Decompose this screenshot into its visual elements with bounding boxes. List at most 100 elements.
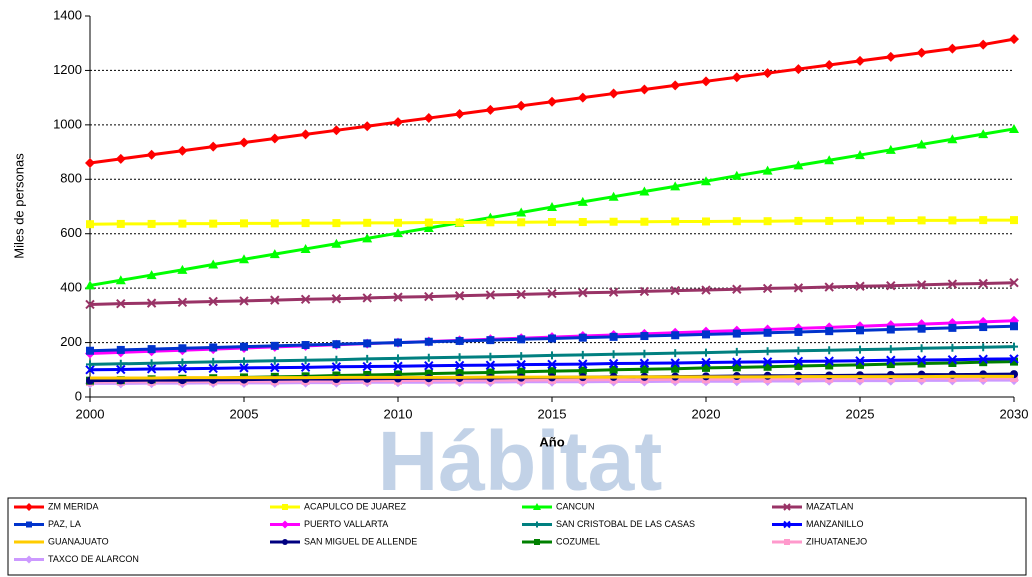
marker	[702, 363, 710, 372]
marker	[917, 216, 926, 225]
marker	[331, 125, 342, 136]
marker	[332, 219, 341, 228]
marker	[732, 347, 741, 356]
x-tick-label: 2030	[1000, 406, 1029, 421]
marker	[517, 218, 526, 227]
marker	[454, 360, 465, 371]
marker	[424, 291, 434, 302]
marker	[208, 296, 218, 307]
marker	[548, 351, 556, 360]
x-tick-label: 2025	[846, 406, 875, 421]
marker	[146, 149, 157, 160]
marker	[762, 68, 773, 79]
marker	[270, 219, 279, 228]
marker	[793, 160, 804, 170]
marker	[423, 222, 434, 232]
x-tick-label: 2020	[692, 406, 721, 421]
marker	[793, 356, 804, 367]
marker	[331, 238, 342, 248]
marker	[548, 367, 556, 376]
x-tick-label: 2015	[538, 406, 567, 421]
marker	[86, 220, 94, 229]
legend-label: MANZANILLO	[806, 519, 864, 529]
marker	[147, 359, 156, 368]
marker	[886, 345, 895, 354]
marker	[670, 181, 681, 191]
marker	[455, 336, 464, 345]
marker	[731, 170, 742, 180]
marker	[300, 294, 311, 305]
marker	[917, 344, 926, 353]
marker	[208, 141, 219, 152]
marker	[240, 357, 248, 366]
marker	[363, 354, 372, 363]
marker	[533, 503, 541, 510]
y-tick-label: 400	[60, 280, 82, 295]
marker	[948, 358, 957, 367]
marker	[177, 264, 188, 274]
marker	[671, 349, 680, 358]
marker	[948, 323, 957, 332]
marker	[825, 216, 834, 225]
marker	[1010, 216, 1018, 225]
marker	[146, 270, 157, 280]
legend-label: SAN CRISTOBAL DE LAS CASAS	[556, 519, 695, 529]
marker	[762, 357, 773, 367]
marker	[240, 219, 248, 228]
marker	[208, 363, 218, 374]
marker	[300, 129, 311, 140]
marker	[423, 113, 434, 124]
legend-label: ZIHUATANEJO	[806, 536, 867, 546]
marker	[639, 186, 650, 196]
marker	[732, 217, 741, 226]
marker	[85, 157, 95, 168]
y-tick-label: 600	[60, 225, 82, 240]
marker	[578, 333, 587, 342]
marker	[393, 117, 403, 128]
marker	[1009, 354, 1019, 364]
x-tick-label: 2010	[384, 406, 413, 421]
marker	[332, 340, 341, 349]
marker	[301, 219, 310, 228]
marker	[393, 228, 403, 238]
legend-label: PAZ, LA	[48, 519, 81, 529]
marker	[640, 332, 649, 341]
marker	[116, 359, 125, 368]
marker	[671, 364, 680, 373]
marker	[300, 243, 311, 253]
marker	[394, 370, 402, 379]
marker	[547, 202, 557, 212]
y-tick-label: 1200	[53, 62, 82, 77]
y-axis-label: Miles de personas	[11, 153, 26, 259]
marker	[178, 358, 187, 367]
marker	[331, 362, 342, 372]
marker	[301, 356, 310, 365]
marker	[424, 337, 433, 346]
marker	[26, 521, 32, 528]
marker	[115, 275, 126, 285]
marker	[701, 176, 711, 186]
marker	[825, 346, 834, 355]
marker	[454, 291, 465, 301]
marker	[671, 331, 680, 340]
marker	[516, 207, 527, 217]
marker	[794, 346, 803, 355]
marker	[455, 218, 464, 227]
marker	[394, 354, 402, 363]
marker	[362, 233, 373, 243]
marker	[393, 361, 403, 371]
marker	[209, 357, 218, 366]
marker	[85, 365, 95, 375]
marker	[281, 520, 289, 529]
marker	[609, 332, 618, 341]
marker	[239, 254, 249, 264]
marker	[885, 144, 896, 154]
legend-label: PUERTO VALLARTA	[304, 519, 388, 529]
marker	[116, 219, 125, 228]
marker	[578, 288, 588, 298]
marker	[763, 362, 772, 371]
watermark: Hábitat	[378, 414, 663, 508]
marker	[732, 284, 742, 294]
marker	[916, 280, 927, 290]
marker	[282, 504, 288, 510]
